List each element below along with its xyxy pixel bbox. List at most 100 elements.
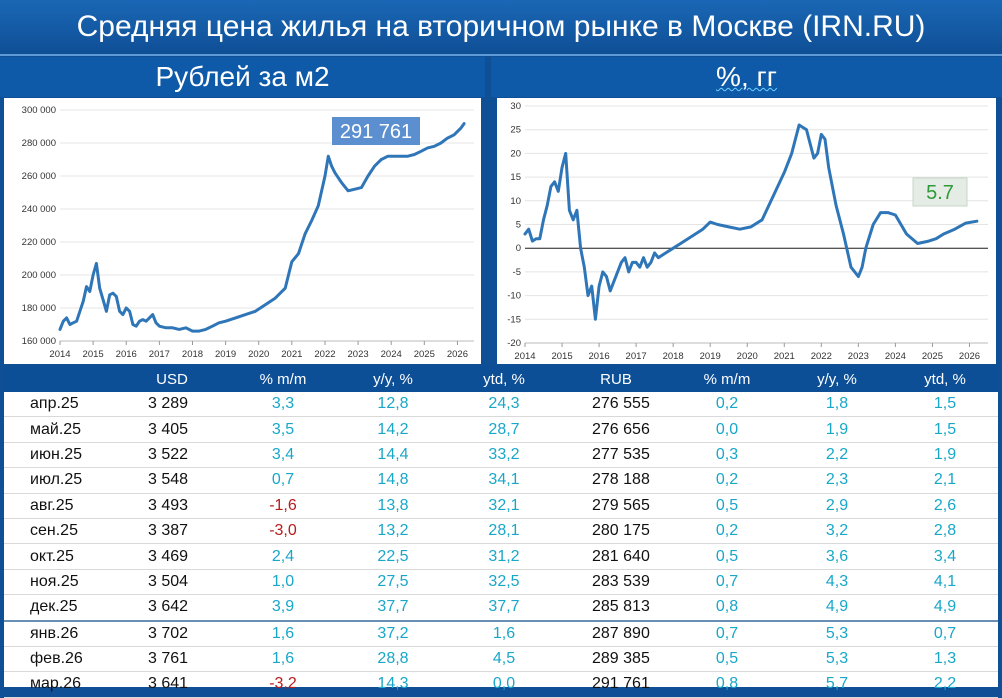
y-tick-label: 10 (510, 196, 521, 207)
cell-usd-yy: 28,8 (338, 646, 448, 673)
cell-rub-ytd: 3,4 (892, 543, 998, 570)
x-tick-label: 2016 (116, 349, 137, 360)
cell-rub: 285 813 (560, 594, 672, 622)
y-tick-label: 20 (510, 148, 521, 159)
x-tick-label: 2022 (314, 349, 335, 360)
cell-rub-ytd: 2,2 (892, 671, 998, 698)
column-header: RUB (600, 370, 632, 388)
cell-rub: 280 175 (560, 518, 672, 545)
cell-rub-yy: 1,9 (782, 416, 892, 443)
cell-usd-mm: 1,0 (228, 569, 338, 596)
cell-rub: 281 640 (560, 543, 672, 570)
cell-usd-yy: 27,5 (338, 569, 448, 596)
cell-usd: 3 504 (116, 569, 228, 596)
cell-rub-ytd: 2,6 (892, 493, 998, 519)
cell-rub-mm: 0,7 (672, 619, 782, 647)
cell-rub: 278 188 (560, 467, 672, 494)
y-tick-label: 300 000 (22, 105, 56, 116)
right-chart-subtitle: %, гг (491, 57, 1002, 97)
cell-usd-ytd: 24,3 (448, 392, 560, 418)
column-header: y/y, % (817, 370, 857, 388)
right-chart-subtitle-text: %, гг (716, 61, 777, 92)
cell-usd-ytd: 33,2 (448, 442, 560, 469)
cell-usd-ytd: 28,1 (448, 518, 560, 545)
x-tick-label: 2020 (248, 349, 269, 360)
cell-usd-ytd: 32,5 (448, 569, 560, 596)
cell-usd: 3 761 (116, 646, 228, 673)
cell-rub-mm: 0,3 (672, 442, 782, 469)
cell-usd: 3 642 (116, 594, 228, 622)
cell-usd-ytd: 34,1 (448, 467, 560, 494)
cell-usd-yy: 14,4 (338, 442, 448, 469)
x-tick-label: 2023 (348, 349, 369, 360)
x-tick-label: 2018 (663, 351, 684, 362)
x-tick-label: 2021 (281, 349, 302, 360)
y-tick-label: -5 (513, 267, 521, 278)
value-badge-label: 5.7 (926, 182, 954, 204)
cell-rub-mm: 0,5 (672, 646, 782, 673)
cell-month: мар.26 (4, 671, 116, 698)
cell-rub-mm: 0,7 (672, 569, 782, 596)
cell-rub: 277 535 (560, 442, 672, 469)
x-tick-label: 2025 (414, 349, 435, 360)
x-tick-label: 2026 (959, 351, 980, 362)
cell-usd: 3 548 (116, 467, 228, 494)
cell-usd-mm: 3,3 (228, 392, 338, 418)
cell-rub-yy: 4,3 (782, 569, 892, 596)
x-tick-label: 2022 (811, 351, 832, 362)
cell-rub-yy: 2,3 (782, 467, 892, 494)
table-row: ноя.25 3 504 1,0 27,5 32,5 283 539 0,7 4,3 4,1 (4, 569, 998, 596)
cell-rub-ytd: 4,9 (892, 594, 998, 622)
column-header: ytd, % (924, 370, 966, 388)
cell-usd-yy: 13,2 (338, 518, 448, 545)
table-row: сен.25 3 387 -3,0 13,2 28,1 280 175 0,2 3,2 2,8 (4, 518, 998, 545)
cell-month: июл.25 (4, 467, 116, 494)
cell-month: ноя.25 (4, 569, 116, 596)
cell-usd-mm: 1,6 (228, 646, 338, 673)
cell-usd-mm: -3,2 (228, 671, 338, 698)
table-row: май.25 3 405 3,5 14,2 28,7 276 656 0,0 1,9 1,5 (4, 416, 998, 443)
cell-rub-yy: 5,7 (782, 671, 892, 698)
column-header (4, 366, 116, 392)
cell-usd-yy: 12,8 (338, 392, 448, 418)
x-tick-label: 2019 (215, 349, 236, 360)
x-tick-label: 2024 (885, 351, 906, 362)
y-tick-label: 15 (510, 172, 521, 183)
table-row: янв.26 3 702 1,6 37,2 1,6 287 890 0,7 5,3 0,7 (4, 619, 998, 647)
cell-rub-ytd: 1,5 (892, 416, 998, 443)
cell-rub-yy: 2,2 (782, 442, 892, 469)
x-tick-label: 2014 (49, 349, 70, 360)
value-badge-label: 291 761 (340, 121, 412, 143)
cell-rub-yy: 5,3 (782, 646, 892, 673)
cell-rub-mm: 0,8 (672, 594, 782, 622)
cell-usd: 3 641 (116, 671, 228, 698)
cell-rub-yy: 3,2 (782, 518, 892, 545)
table-row: мар.26 3 641 -3,2 14,3 0,0 291 761 0,8 5,7 2,2 (4, 671, 998, 698)
cell-usd-ytd: 1,6 (448, 619, 560, 647)
cell-usd: 3 522 (116, 442, 228, 469)
cell-rub-mm: 0,2 (672, 518, 782, 545)
table-row: апр.25 3 289 3,3 12,8 24,3 276 555 0,2 1,8 1,5 (4, 392, 998, 418)
series-line (58, 122, 466, 333)
cell-rub: 289 385 (560, 646, 672, 673)
x-tick-label: 2014 (514, 351, 535, 362)
y-tick-label: 200 000 (22, 270, 56, 281)
cell-usd-yy: 37,2 (338, 619, 448, 647)
table-row: фев.26 3 761 1,6 28,8 4,5 289 385 0,5 5,3 1,3 (4, 646, 998, 673)
page-title: Средняя цена жилья на вторичном рынке в … (0, 0, 1002, 56)
cell-rub-mm: 0,0 (672, 416, 782, 443)
price-chart: 160 000 180 000 200 000 220 000 240 000 260 0… (4, 98, 481, 364)
cell-usd-yy: 14,8 (338, 467, 448, 494)
y-tick-label: 25 (510, 125, 521, 136)
column-header: ytd, % (483, 370, 525, 388)
cell-rub-ytd: 1,9 (892, 442, 998, 469)
cell-usd-ytd: 0,0 (448, 671, 560, 698)
x-tick-label: 2026 (447, 349, 468, 360)
y-tick-label: -10 (507, 291, 521, 302)
cell-rub: 291 761 (560, 671, 672, 698)
cell-usd-ytd: 31,2 (448, 543, 560, 570)
y-tick-label: 180 000 (22, 303, 56, 314)
x-tick-label: 2021 (774, 351, 795, 362)
cell-usd-ytd: 28,7 (448, 416, 560, 443)
